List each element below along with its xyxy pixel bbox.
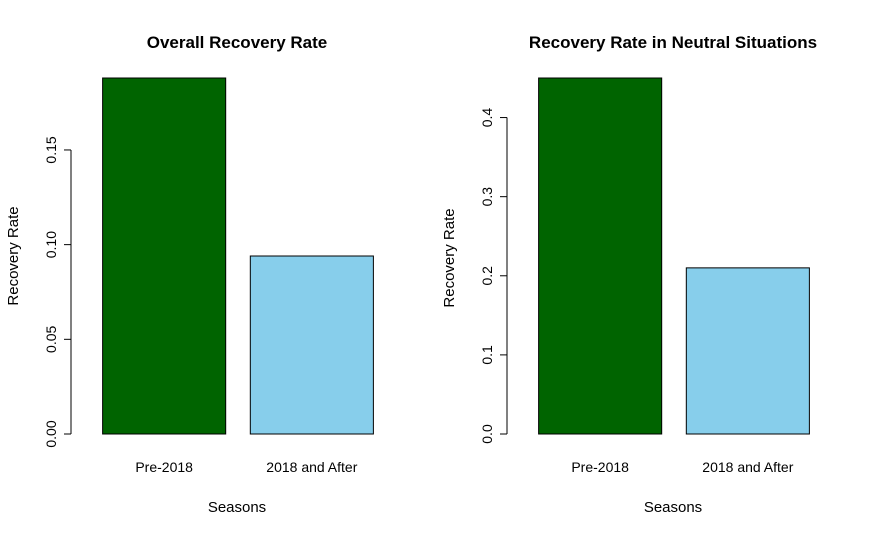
y-tick-label: 0.10	[43, 231, 59, 258]
chart-panel-neutral: Recovery Rate in Neutral Situations Seas…	[441, 33, 817, 516]
y-tick-label: 0.3	[479, 187, 495, 207]
bar	[538, 77, 663, 435]
bar	[685, 267, 810, 435]
y-axis: 0.0 0.1 0.2 0.3 0.4	[479, 108, 508, 444]
x-tick-label: 2018 and After	[702, 459, 793, 475]
y-axis-label: Recovery Rate	[441, 208, 458, 307]
chart-title: Overall Recovery Rate	[147, 33, 328, 52]
y-tick-label: 0.2	[479, 266, 495, 286]
chart-panel-overall: Overall Recovery Rate Seasons Recovery R…	[5, 33, 374, 516]
x-tick-label: Pre-2018	[571, 459, 629, 475]
category-labels: Pre-2018 2018 and After	[135, 459, 357, 475]
chart-title: Recovery Rate in Neutral Situations	[529, 33, 817, 52]
bar	[102, 77, 227, 435]
y-tick-label: 0.1	[479, 345, 495, 365]
category-labels: Pre-2018 2018 and After	[571, 459, 793, 475]
bar	[249, 255, 374, 435]
y-tick-label: 0.0	[479, 424, 495, 444]
y-tick-label: 0.05	[43, 325, 59, 352]
x-tick-label: Pre-2018	[135, 459, 193, 475]
y-axis: 0.00 0.05 0.10 0.15	[43, 136, 72, 448]
y-axis-label: Recovery Rate	[5, 206, 22, 305]
y-tick-label: 0.15	[43, 136, 59, 163]
x-axis-label: Seasons	[208, 499, 266, 516]
bars	[102, 77, 374, 435]
y-tick-label: 0.4	[479, 108, 495, 128]
bars	[538, 77, 810, 435]
y-tick-label: 0.00	[43, 420, 59, 447]
x-axis-label: Seasons	[644, 499, 702, 516]
x-tick-label: 2018 and After	[266, 459, 357, 475]
